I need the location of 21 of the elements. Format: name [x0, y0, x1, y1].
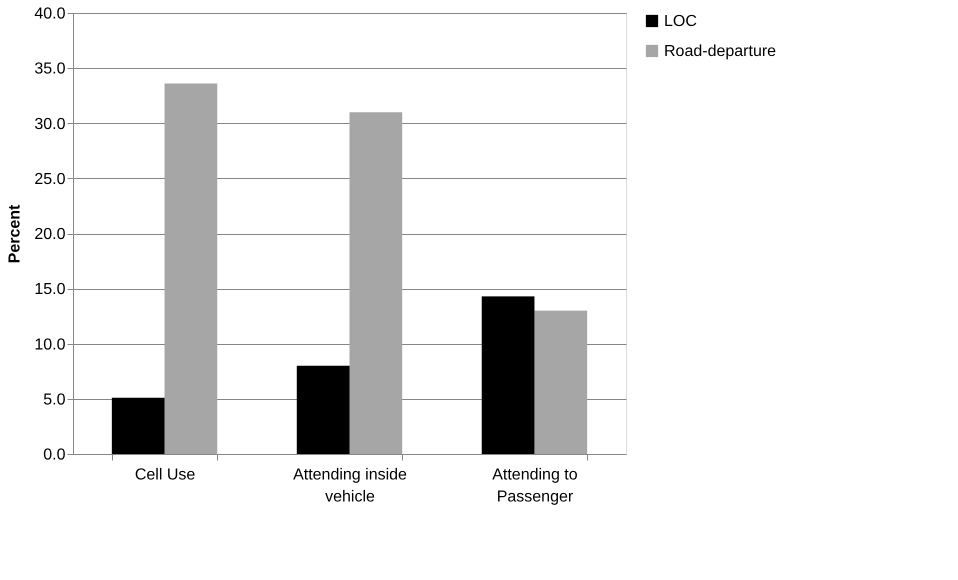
bar	[482, 296, 534, 454]
bar	[350, 112, 402, 454]
y-tick-label: 30.0	[34, 116, 66, 133]
y-tick-label: 15.0	[34, 281, 66, 298]
y-tick-label: 5.0	[43, 391, 66, 408]
bar	[296, 366, 350, 454]
legend-label: LOC	[664, 13, 697, 30]
y-tick-label: 10.0	[34, 336, 66, 354]
bar	[534, 310, 588, 454]
y-tick-label: 20.0	[34, 226, 66, 243]
y-tick-label: 35.0	[34, 60, 66, 78]
bar	[164, 84, 218, 454]
x-tick-label: Attending to Passenger	[492, 466, 578, 506]
x-tick-label: Attending inside vehicle	[293, 466, 408, 506]
y-tick-label: 0.0	[43, 446, 66, 464]
y-tick-label: 40.0	[34, 6, 66, 22]
x-tick-label: Cell Use	[134, 466, 196, 484]
y-axis-title: Percent	[6, 204, 24, 264]
bar	[112, 398, 165, 454]
y-tick-label: 25.0	[34, 170, 66, 188]
legend-label: Road-departure	[664, 43, 776, 60]
